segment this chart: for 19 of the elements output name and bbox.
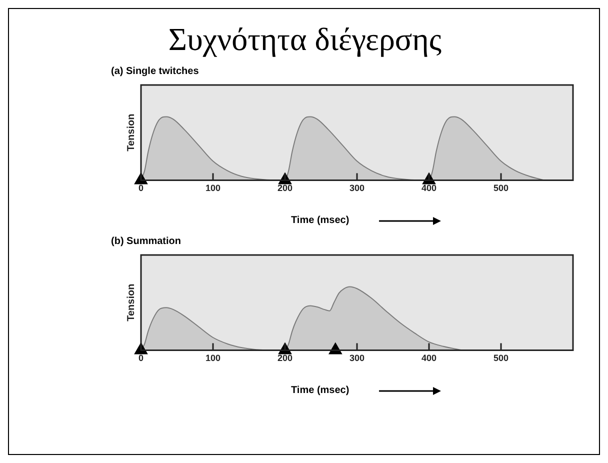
x-tick-label: 500 — [493, 353, 509, 364]
x-tick-label: 300 — [349, 353, 365, 364]
x-tick-label: 100 — [205, 353, 221, 364]
x-tick-label: 300 — [349, 183, 365, 194]
x-tick-label: 100 — [205, 183, 221, 194]
x-tick-label: 0 — [138, 183, 144, 194]
chart-title: Συχνότητα διέγερσης — [167, 21, 443, 58]
x-tick-label: 400 — [421, 353, 437, 364]
x-tick-label: 200 — [277, 183, 293, 194]
y-axis-title: Tension — [126, 114, 137, 152]
x-axis-title: Time (msec) — [291, 385, 350, 396]
x-tick-label: 500 — [493, 183, 509, 194]
x-axis-title: Time (msec) — [291, 215, 350, 226]
x-tick-label: 400 — [421, 183, 437, 194]
chart-subtitle: (b) Summation — [111, 236, 182, 247]
chart-subtitle: (a) Single twitches — [111, 66, 200, 77]
y-axis-title: Tension — [126, 284, 137, 322]
x-tick-label: 200 — [277, 353, 293, 364]
x-tick-label: 0 — [138, 353, 144, 364]
